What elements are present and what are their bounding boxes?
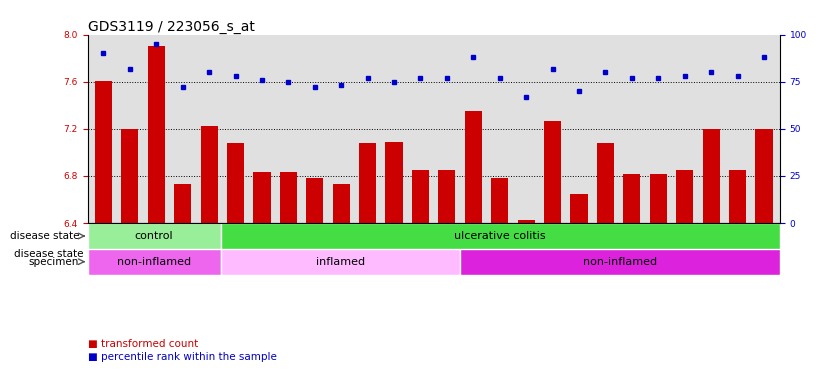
Bar [412, 170, 429, 223]
Bar [227, 143, 244, 223]
Text: specimen: specimen [29, 257, 79, 267]
Text: non-inflamed: non-inflamed [583, 257, 657, 267]
Bar [279, 172, 297, 223]
Bar [95, 81, 112, 223]
Bar [221, 223, 780, 249]
Bar [491, 178, 508, 223]
Bar [439, 170, 455, 223]
Text: disease state: disease state [14, 249, 83, 259]
Bar [702, 129, 720, 223]
Bar [460, 249, 780, 275]
Bar [570, 194, 588, 223]
Bar [333, 184, 349, 223]
Bar [385, 142, 403, 223]
Bar [359, 143, 376, 223]
Bar [254, 172, 270, 223]
Bar [756, 129, 772, 223]
Bar [676, 170, 693, 223]
Bar [121, 129, 138, 223]
Bar [174, 184, 191, 223]
Text: GDS3119 / 223056_s_at: GDS3119 / 223056_s_at [88, 20, 254, 33]
Bar [597, 143, 614, 223]
Bar [148, 46, 165, 223]
Text: inflamed: inflamed [316, 257, 365, 267]
Bar [518, 220, 535, 223]
Text: non-inflamed: non-inflamed [117, 257, 191, 267]
Bar [306, 178, 324, 223]
Text: control: control [135, 231, 173, 241]
Bar [623, 174, 641, 223]
Bar [88, 223, 221, 249]
Bar [544, 121, 561, 223]
Bar [729, 170, 746, 223]
Text: ulcerative colitis: ulcerative colitis [455, 231, 546, 241]
Bar [650, 174, 667, 223]
Text: disease state: disease state [10, 231, 79, 241]
Bar [200, 126, 218, 223]
Bar [221, 249, 460, 275]
Text: ■ percentile rank within the sample: ■ percentile rank within the sample [88, 352, 276, 362]
Bar [465, 111, 482, 223]
Text: ■ transformed count: ■ transformed count [88, 339, 198, 349]
Bar [88, 249, 221, 275]
